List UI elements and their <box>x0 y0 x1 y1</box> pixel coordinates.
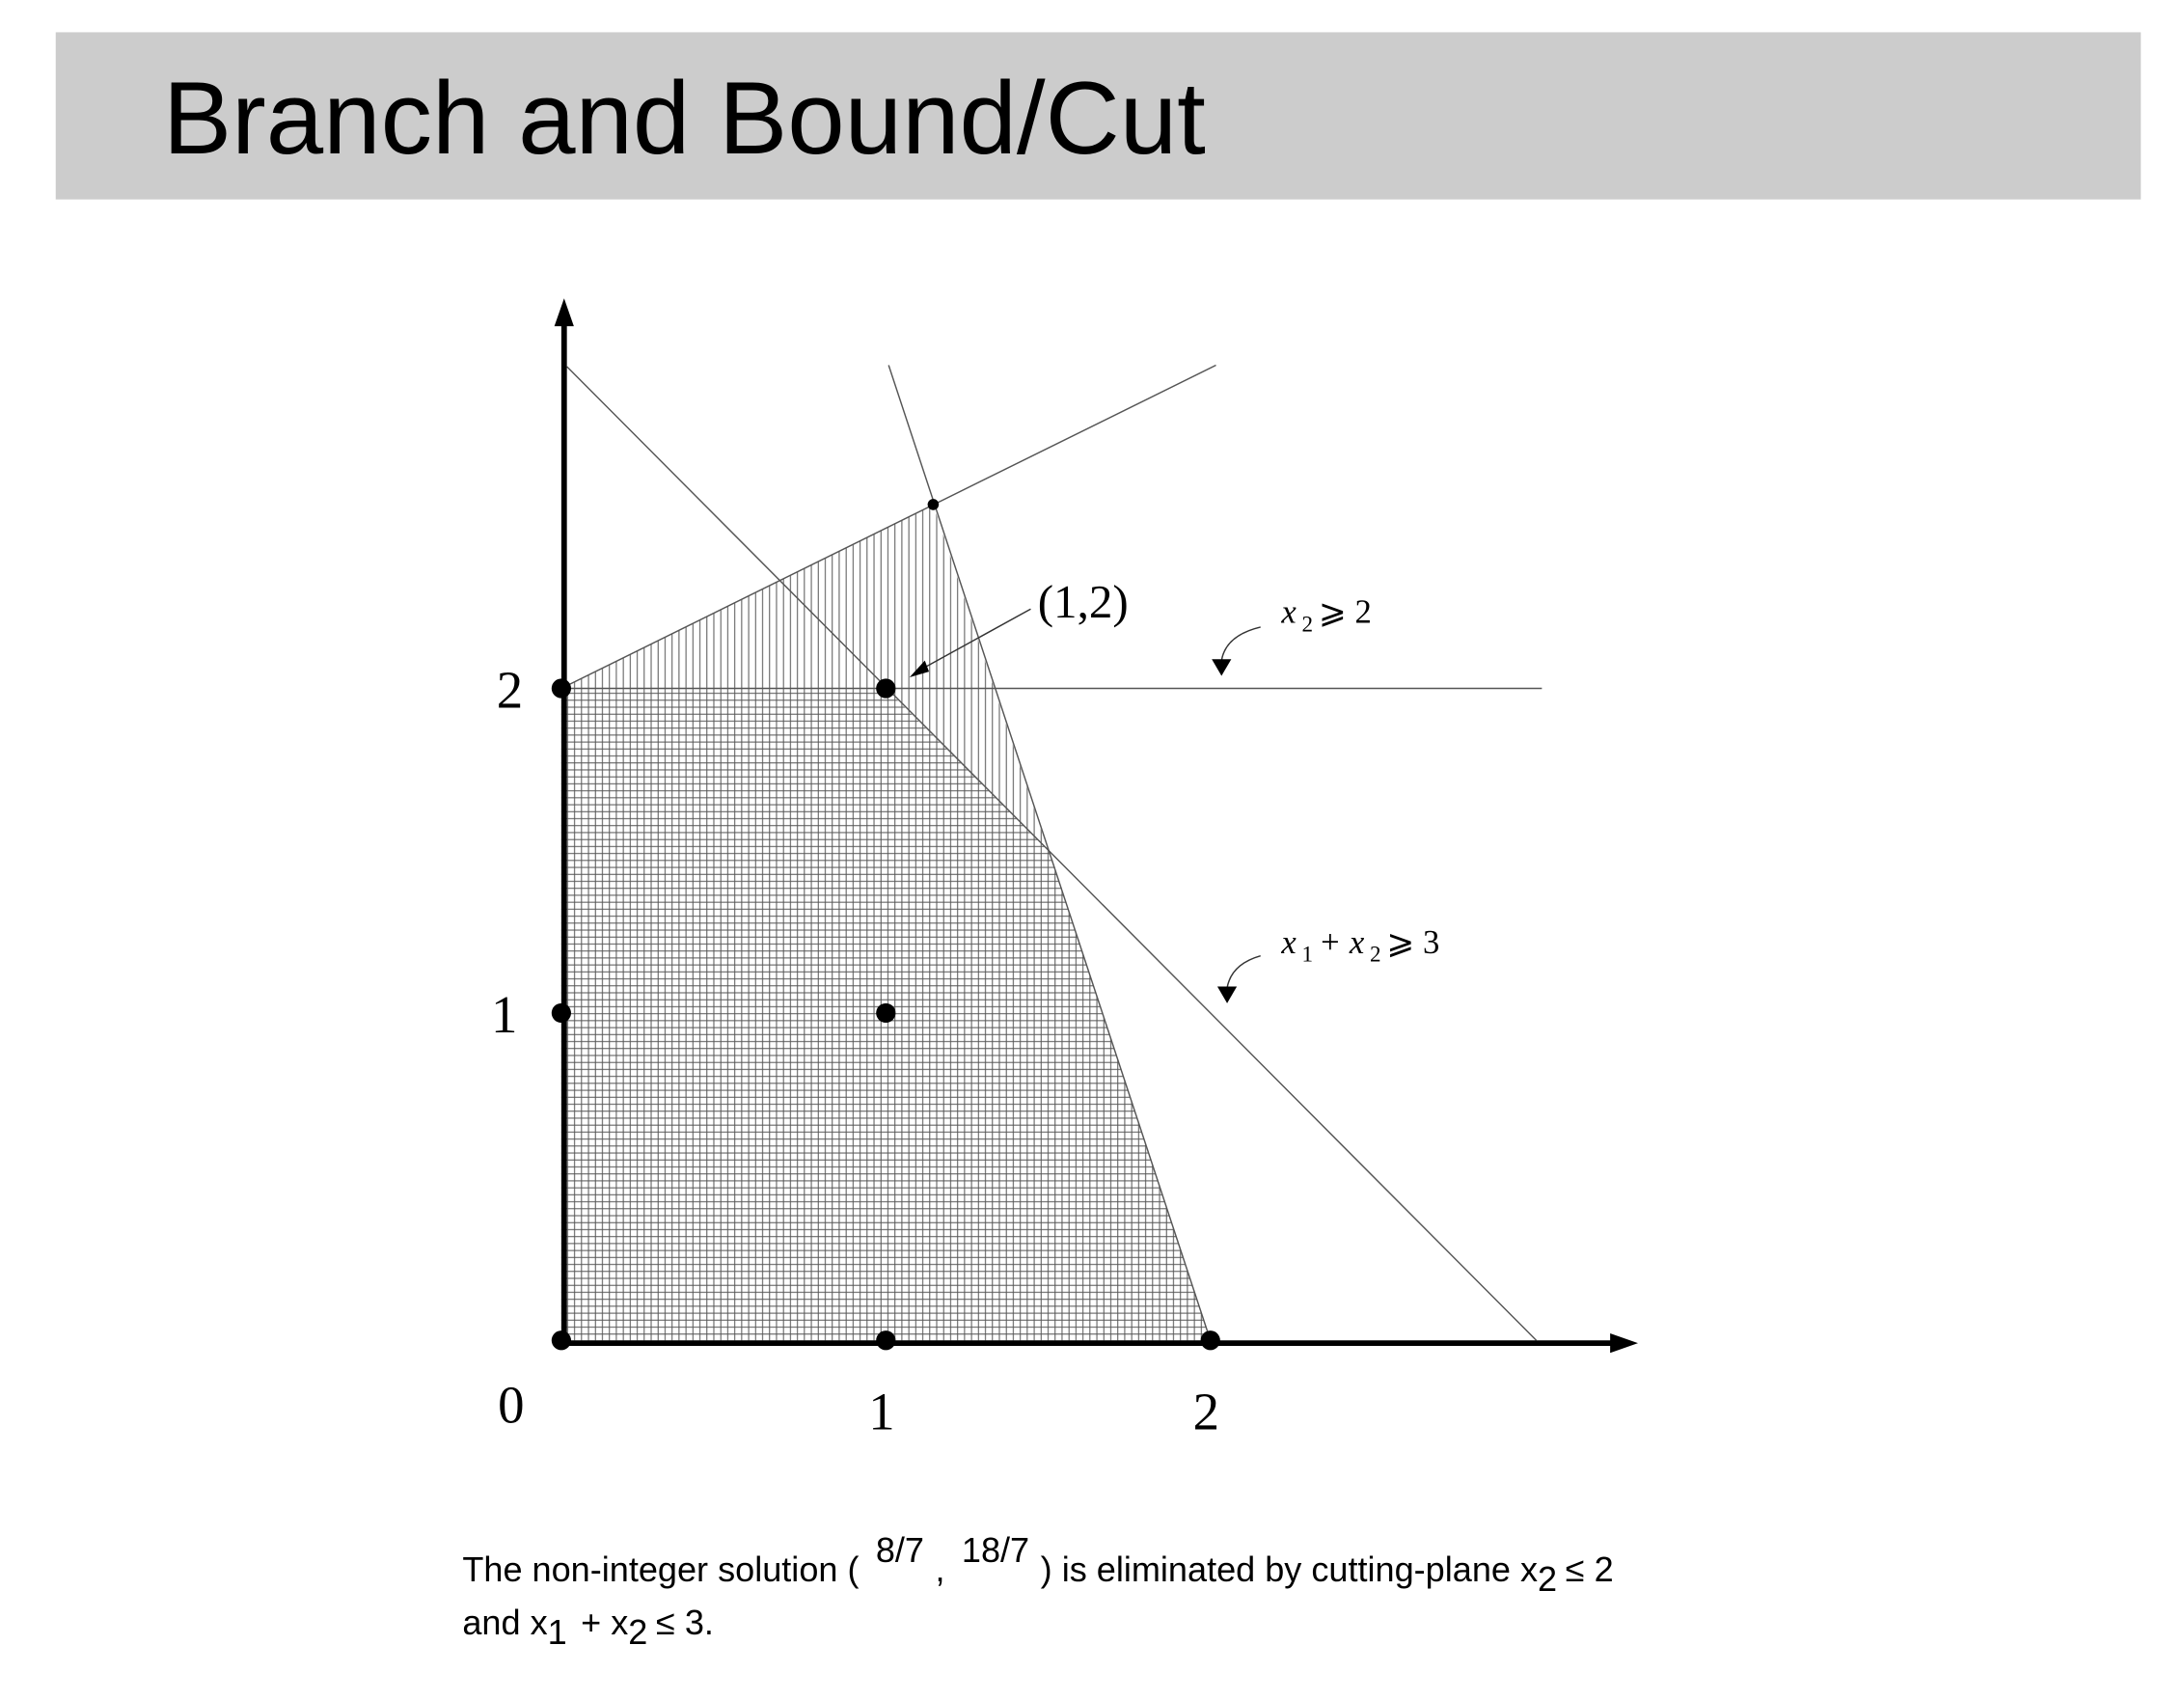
caption-superscript: 8/7 <box>876 1530 924 1570</box>
points <box>551 499 1220 1351</box>
caption-text: , <box>936 1549 945 1589</box>
caption-text: ) is eliminated by cutting-plane x <box>1041 1549 1538 1589</box>
slide-title: Branch and Bound/Cut <box>163 60 1206 176</box>
lattice-point <box>876 1002 896 1024</box>
lattice-point <box>876 678 896 699</box>
label-subscript: 1 <box>1302 942 1314 967</box>
cut-line-sum <box>566 366 1538 1341</box>
point-label: (1,2) <box>1038 575 1129 628</box>
constraint-label: x 2 ⩾ 2 <box>1280 594 1372 637</box>
x-tick-label: 1 <box>868 1383 894 1441</box>
label-part: x <box>1280 924 1297 961</box>
constraint-label: x 1 + x 2 ⩾ 3 <box>1280 924 1439 967</box>
caption-line: The non-integer solution ( 8/7, 18/7 ) is e… <box>462 1530 1613 1599</box>
lattice-point <box>551 1330 571 1351</box>
y-axis-arrow <box>554 298 574 327</box>
header-bar <box>55 32 2142 200</box>
leader-line <box>921 608 1031 670</box>
caption-subscript: 2 <box>1538 1559 1557 1599</box>
label-subscript: 2 <box>1302 611 1314 636</box>
label-part: ⩾ 3 <box>1386 924 1439 961</box>
label-subscript: 2 <box>1370 942 1381 967</box>
lattice-point <box>551 1002 571 1024</box>
constraint-arrow <box>1220 626 1261 661</box>
y-tick-label: 1 <box>491 985 517 1044</box>
lattice-point <box>551 678 571 699</box>
lattice-point <box>876 1330 896 1351</box>
label-part: + x <box>1319 924 1365 961</box>
x-tick-label: 2 <box>1193 1383 1219 1441</box>
constraint-arrow <box>1226 955 1261 989</box>
lp-optimum <box>927 499 940 510</box>
leader-arrow <box>909 660 930 677</box>
caption-subscript: 1 <box>548 1612 567 1652</box>
constraint-arrowhead <box>1216 986 1238 1003</box>
constraint-line-upper <box>560 364 1216 690</box>
constraint-line-steep <box>887 365 1212 1341</box>
constraint-lines <box>560 364 1542 1341</box>
caption-text: and x <box>462 1603 547 1642</box>
label-part: x <box>1280 594 1297 631</box>
lattice-point <box>1200 1330 1220 1351</box>
caption-text: ≤ 3. <box>656 1603 714 1642</box>
caption-line: and x1 + x2 ≤ 3. <box>462 1603 714 1652</box>
caption-text: ≤ 2 <box>1566 1549 1614 1589</box>
constraint-arrowhead <box>1212 659 1232 676</box>
label-part: ⩾ 2 <box>1319 594 1372 631</box>
caption-subscript: 2 <box>628 1612 647 1652</box>
x-tick-label: 0 <box>498 1375 524 1434</box>
caption-superscript: 18/7 <box>962 1530 1029 1570</box>
y-tick-label: 2 <box>497 661 523 720</box>
x-axis-arrow <box>1610 1333 1638 1354</box>
caption-text: The non-integer solution ( <box>462 1549 859 1589</box>
caption-text: + x <box>581 1603 628 1642</box>
